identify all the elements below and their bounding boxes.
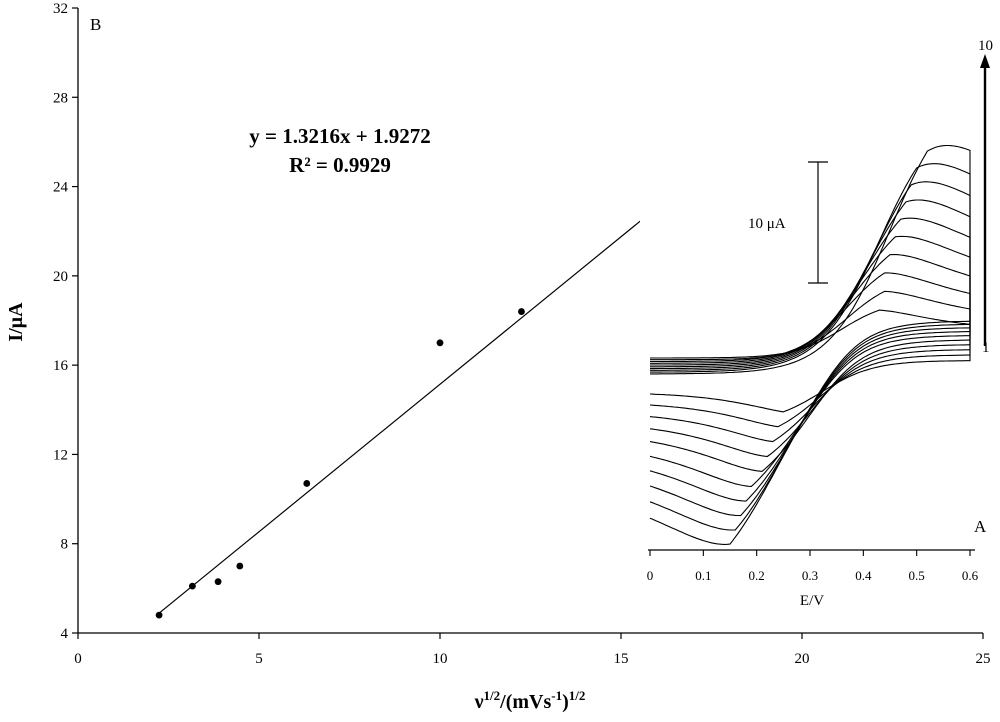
y-tick-label: 20 <box>53 269 68 285</box>
y-tick-label: 8 <box>61 537 69 553</box>
x-axis-label: ν1/2/(mVs-1)1/2 <box>474 688 586 713</box>
data-point <box>155 611 163 619</box>
data-point <box>303 480 311 487</box>
inset-x-tick-label: 0.2 <box>749 568 765 583</box>
arrow-label-end: 10 <box>978 38 993 54</box>
inset-x-tick-group: 0 0.1 0.2 0.3 0.4 0.5 0.6 <box>647 550 979 583</box>
current-scale-bar <box>808 161 828 284</box>
x-label-mid: /(mVs <box>499 691 551 713</box>
x-tick-group: 0 5 10 15 20 25 <box>74 633 991 667</box>
panel-label-a: A <box>974 517 987 536</box>
data-point <box>436 339 444 347</box>
y-tick-label: 16 <box>53 358 69 374</box>
y-tick-label: 28 <box>53 90 68 106</box>
r-squared: R² = 0.9929 <box>289 153 391 177</box>
y-axis-label: I/μA <box>5 302 27 342</box>
regression-equation: y = 1.3216x + 1.9272 <box>249 124 430 148</box>
y-tick-label: 24 <box>53 180 69 196</box>
inset-x-tick-label: 0.4 <box>855 568 872 583</box>
inset-background <box>640 2 990 598</box>
arrow-head <box>980 54 990 68</box>
inset-x-tick-label: 0.1 <box>695 568 711 583</box>
x-tick-label: 10 <box>433 651 448 667</box>
x-tick-label: 15 <box>614 651 629 667</box>
cv-curves <box>649 144 971 545</box>
data-point <box>188 582 196 590</box>
x-tick-label: 5 <box>255 651 263 667</box>
x-label-sup2: -1 <box>551 688 562 703</box>
x-label-sup1: 1/2 <box>484 688 501 703</box>
y-tick-group: 4 8 12 16 20 24 28 32 <box>53 1 78 642</box>
inset-voltammograms: 0 0.1 0.2 0.3 0.4 0.5 0.6 A E/V 10 μA 10 1 <box>640 2 993 609</box>
panel-label-b: B <box>90 15 101 34</box>
y-tick-label: 32 <box>53 1 68 17</box>
x-tick-label: 20 <box>795 651 810 667</box>
arrow-label-start: 1 <box>982 340 990 356</box>
scale-bar-label: 10 μA <box>748 216 786 232</box>
inset-x-axis-label: E/V <box>800 593 824 609</box>
y-tick-label: 12 <box>53 447 68 463</box>
inset-x-tick-label: 0.6 <box>962 568 979 583</box>
inset-x-tick-label: 0.3 <box>802 568 818 583</box>
x-label-close: ) <box>562 691 569 713</box>
scan-rate-arrow <box>980 54 990 346</box>
inset-x-tick-label: 0.5 <box>909 568 925 583</box>
data-point <box>214 578 222 586</box>
inset-x-tick-label: 0 <box>647 568 654 583</box>
cv-curve <box>649 144 971 545</box>
x-tick-label: 25 <box>976 651 991 667</box>
data-point <box>518 308 525 315</box>
x-label-base: ν <box>474 691 484 713</box>
data-point <box>236 562 244 570</box>
x-tick-label: 0 <box>74 651 82 667</box>
y-tick-label: 4 <box>61 626 69 642</box>
x-label-sup3: 1/2 <box>569 688 586 703</box>
